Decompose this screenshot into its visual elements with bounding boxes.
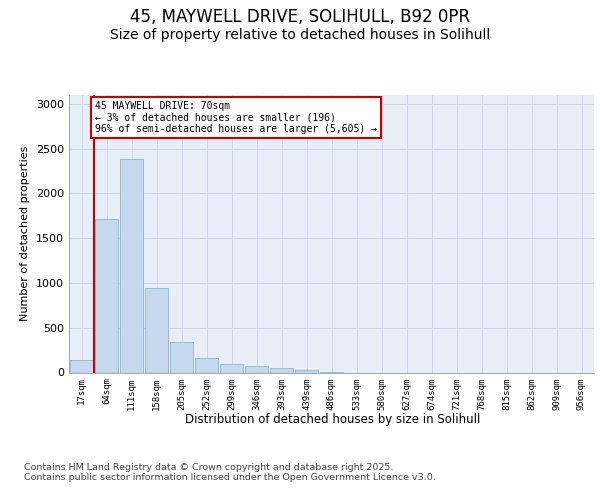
Text: 45, MAYWELL DRIVE, SOLIHULL, B92 0PR: 45, MAYWELL DRIVE, SOLIHULL, B92 0PR bbox=[130, 8, 470, 26]
Text: Distribution of detached houses by size in Solihull: Distribution of detached houses by size … bbox=[185, 412, 481, 426]
Bar bbox=[270, 368, 293, 372]
Bar bbox=[120, 158, 143, 372]
Text: Contains HM Land Registry data © Crown copyright and database right 2025.
Contai: Contains HM Land Registry data © Crown c… bbox=[24, 462, 436, 482]
Bar bbox=[220, 364, 243, 372]
Bar bbox=[70, 360, 93, 372]
Text: Size of property relative to detached houses in Solihull: Size of property relative to detached ho… bbox=[110, 28, 490, 42]
Bar bbox=[195, 358, 218, 372]
Y-axis label: Number of detached properties: Number of detached properties bbox=[20, 146, 31, 322]
Bar bbox=[95, 218, 118, 372]
Bar bbox=[245, 366, 268, 372]
Bar bbox=[145, 288, 168, 372]
Bar bbox=[170, 342, 193, 372]
Text: 45 MAYWELL DRIVE: 70sqm
← 3% of detached houses are smaller (196)
96% of semi-de: 45 MAYWELL DRIVE: 70sqm ← 3% of detached… bbox=[95, 102, 377, 134]
Bar bbox=[295, 370, 318, 372]
